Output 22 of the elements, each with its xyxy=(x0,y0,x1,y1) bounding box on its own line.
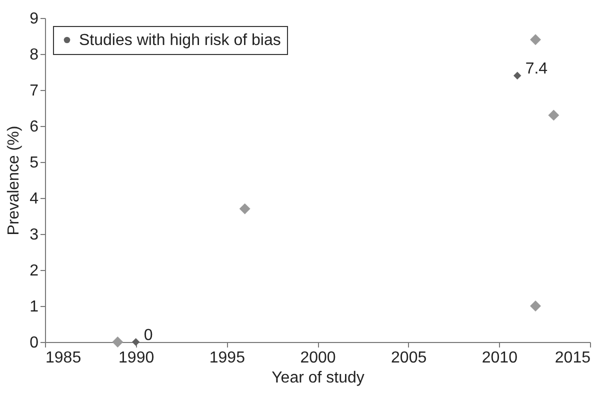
y-tick-label: 6 xyxy=(30,118,39,136)
y-tick-label: 1 xyxy=(30,298,39,316)
y-tick-label: 3 xyxy=(30,226,39,244)
data-label: 0 xyxy=(144,327,153,344)
x-tick-label: 2010 xyxy=(482,350,518,366)
x-axis-title: Year of study xyxy=(272,370,364,386)
y-tick-label: 8 xyxy=(30,46,39,64)
data-label: 7.4 xyxy=(525,60,548,78)
x-tick-label: 2000 xyxy=(300,350,336,366)
y-tick-label: 7 xyxy=(30,82,39,100)
y-axis-title: Prevalence (%) xyxy=(6,126,23,236)
y-tick-label: 5 xyxy=(30,154,39,172)
x-tick-label: 2005 xyxy=(391,350,427,366)
legend-label: Studies with high risk of bias xyxy=(79,32,281,49)
y-tick-label: 4 xyxy=(30,190,39,208)
x-tick-label: 1990 xyxy=(118,350,154,366)
x-tick-label: 1995 xyxy=(209,350,246,366)
y-tick-label: 0 xyxy=(30,334,39,352)
x-tick-label: 1985 xyxy=(46,350,82,366)
y-tick-label: 9 xyxy=(30,10,39,28)
x-tick-label: 2015 xyxy=(554,350,591,366)
y-tick-label: 2 xyxy=(30,262,39,280)
